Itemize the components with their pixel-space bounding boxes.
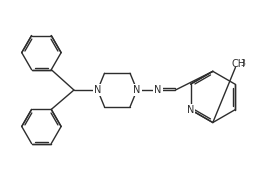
Text: N: N — [133, 85, 141, 95]
Text: CH: CH — [232, 59, 246, 69]
Text: N: N — [187, 105, 194, 115]
Text: N: N — [94, 85, 101, 95]
Text: 3: 3 — [240, 59, 245, 68]
Text: N: N — [154, 85, 161, 95]
